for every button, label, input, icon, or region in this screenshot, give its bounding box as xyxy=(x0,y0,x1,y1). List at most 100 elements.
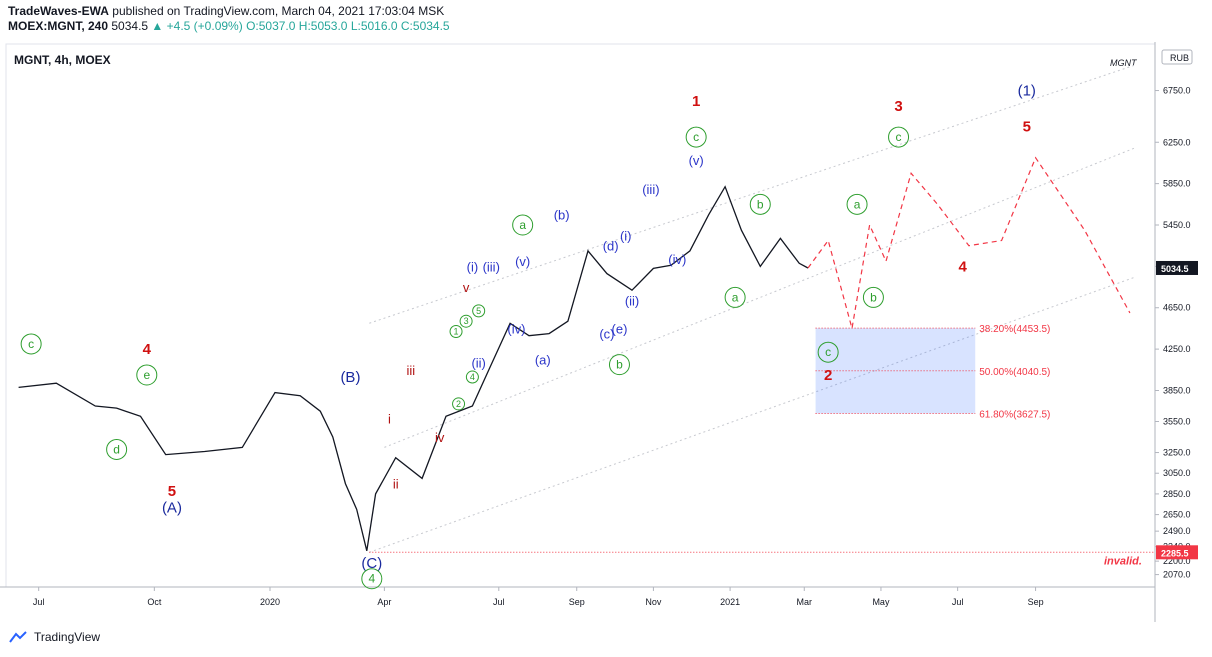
x-tick-label: Sep xyxy=(569,597,585,607)
y-tick-label: 6250.0 xyxy=(1163,137,1191,147)
wave-label: (C) xyxy=(361,555,382,572)
x-tick-label: Apr xyxy=(377,597,391,607)
y-tick-label: 3250.0 xyxy=(1163,448,1191,458)
wave-label: (iii) xyxy=(483,259,500,274)
wave-label: 4 xyxy=(470,372,475,382)
wave-label: (e) xyxy=(612,321,628,336)
x-tick-label: Jul xyxy=(33,597,45,607)
y-tick-label: 2650.0 xyxy=(1163,510,1191,520)
wave-label: d xyxy=(113,442,120,456)
price-marker-box xyxy=(1156,260,1198,275)
publish-line: TradeWaves-EWA published on TradingView.… xyxy=(8,4,450,19)
wave-circle xyxy=(512,214,534,236)
wave-label: (b) xyxy=(554,208,570,223)
wave-label: (iii) xyxy=(642,182,659,197)
wave-circle xyxy=(459,314,473,328)
symbol-line: MOEX:MGNT, 240 5034.5 ▲ +4.5 (+0.09%) O:… xyxy=(8,19,450,34)
wave-label: ii xyxy=(393,477,399,492)
fib-label: 38.20%(4453.5) xyxy=(979,324,1050,335)
wave-label: 4 xyxy=(143,341,152,358)
price-marker-label: 2285.5 xyxy=(1161,548,1189,558)
channel-line xyxy=(369,276,1137,553)
wave-circle xyxy=(862,286,884,308)
chart-header: TradeWaves-EWA published on TradingView.… xyxy=(8,4,450,34)
wave-circle xyxy=(749,193,771,215)
x-tick-label: May xyxy=(872,597,890,607)
wave-label: iii xyxy=(406,363,415,378)
x-tick-label: Oct xyxy=(147,597,162,607)
fib-label: 61.80%(3627.5) xyxy=(979,409,1050,420)
wave-label: iv xyxy=(435,430,445,445)
wave-label: c xyxy=(896,130,902,144)
wave-label: e xyxy=(143,368,150,382)
wave-circle xyxy=(136,364,158,386)
high-value: H:5053.0 xyxy=(298,19,348,33)
wave-label: b xyxy=(870,290,877,304)
wave-label: c xyxy=(693,130,699,144)
x-tick-label: Sep xyxy=(1028,597,1044,607)
wave-label: (iv) xyxy=(668,252,686,267)
wave-label: (a) xyxy=(535,352,551,367)
symbol-label: MOEX:MGNT, 240 xyxy=(8,19,109,33)
wave-label: (i) xyxy=(620,228,632,243)
wave-label: (v) xyxy=(515,254,530,269)
wave-label: 3 xyxy=(894,98,902,115)
wave-circle xyxy=(472,304,486,318)
wave-circle xyxy=(361,568,383,590)
wave-label: b xyxy=(757,197,764,211)
wave-label: 5 xyxy=(1023,119,1031,136)
wave-label: c xyxy=(825,345,831,359)
wave-circle xyxy=(846,193,868,215)
publish-info: published on TradingView.com, March 04, … xyxy=(112,4,445,18)
wave-label: 4 xyxy=(958,258,967,275)
wave-label: i xyxy=(388,411,391,426)
wave-label: (1) xyxy=(1018,83,1036,100)
wave-label: 3 xyxy=(464,316,469,326)
wave-circle xyxy=(817,341,839,363)
wave-label: 1 xyxy=(454,327,459,337)
wave-label: (i) xyxy=(467,259,479,274)
currency-label: RUB xyxy=(1170,53,1189,63)
wave-circle xyxy=(106,438,128,460)
brand-name[interactable]: TradingView xyxy=(34,630,101,644)
y-tick-label: 3050.0 xyxy=(1163,468,1191,478)
wave-circle xyxy=(452,397,466,411)
wave-label: (ii) xyxy=(471,356,485,371)
wave-label: (B) xyxy=(340,369,360,386)
wave-label: b xyxy=(616,358,623,372)
wave-label: 5 xyxy=(476,306,481,316)
wave-label: 2 xyxy=(456,399,461,409)
wave-circle xyxy=(608,354,630,376)
channel-line xyxy=(384,146,1137,448)
x-tick-label: Jul xyxy=(952,597,964,607)
wave-circle xyxy=(20,333,42,355)
wave-label: 1 xyxy=(692,93,700,110)
price-line xyxy=(18,185,809,551)
y-tick-label: 5450.0 xyxy=(1163,220,1191,230)
invalid-label: invalid. xyxy=(1104,555,1142,567)
x-tick-label: Mar xyxy=(797,597,813,607)
wave-label: (c) xyxy=(599,327,614,342)
fib-label: 50.00%(4040.5) xyxy=(979,367,1050,378)
price-change: +4.5 (+0.09%) xyxy=(166,19,243,33)
y-tick-label: 2850.0 xyxy=(1163,489,1191,499)
price-chart[interactable]: MGNT, 4h, MOEX MGNT RUB 6750.0 6250.0 5850.0 5… xyxy=(0,42,1212,622)
y-tick-label: 3850.0 xyxy=(1163,385,1191,395)
wave-label: 2 xyxy=(824,367,832,384)
wave-label: c xyxy=(28,337,34,351)
author-name[interactable]: TradeWaves-EWA xyxy=(8,4,109,18)
y-tick-label: 4650.0 xyxy=(1163,303,1191,313)
wave-label: a xyxy=(519,218,526,232)
wave-circle xyxy=(465,370,479,384)
chart-watermark: MGNT xyxy=(1110,58,1138,68)
chart-area[interactable]: MGNT, 4h, MOEX MGNT RUB 6750.0 6250.0 5850.0 5… xyxy=(0,42,1212,622)
y-tick-label: 2490.0 xyxy=(1163,526,1191,536)
wave-label: (ii) xyxy=(625,294,639,309)
tradingview-logo-icon xyxy=(9,631,27,643)
y-tick-label: 5850.0 xyxy=(1163,179,1191,189)
price-marker-label: 5034.5 xyxy=(1161,264,1189,274)
wave-label: 4 xyxy=(368,572,375,586)
wave-label: (v) xyxy=(689,153,704,168)
y-tick-label: 2070.0 xyxy=(1163,570,1191,580)
wave-circle xyxy=(724,286,746,308)
